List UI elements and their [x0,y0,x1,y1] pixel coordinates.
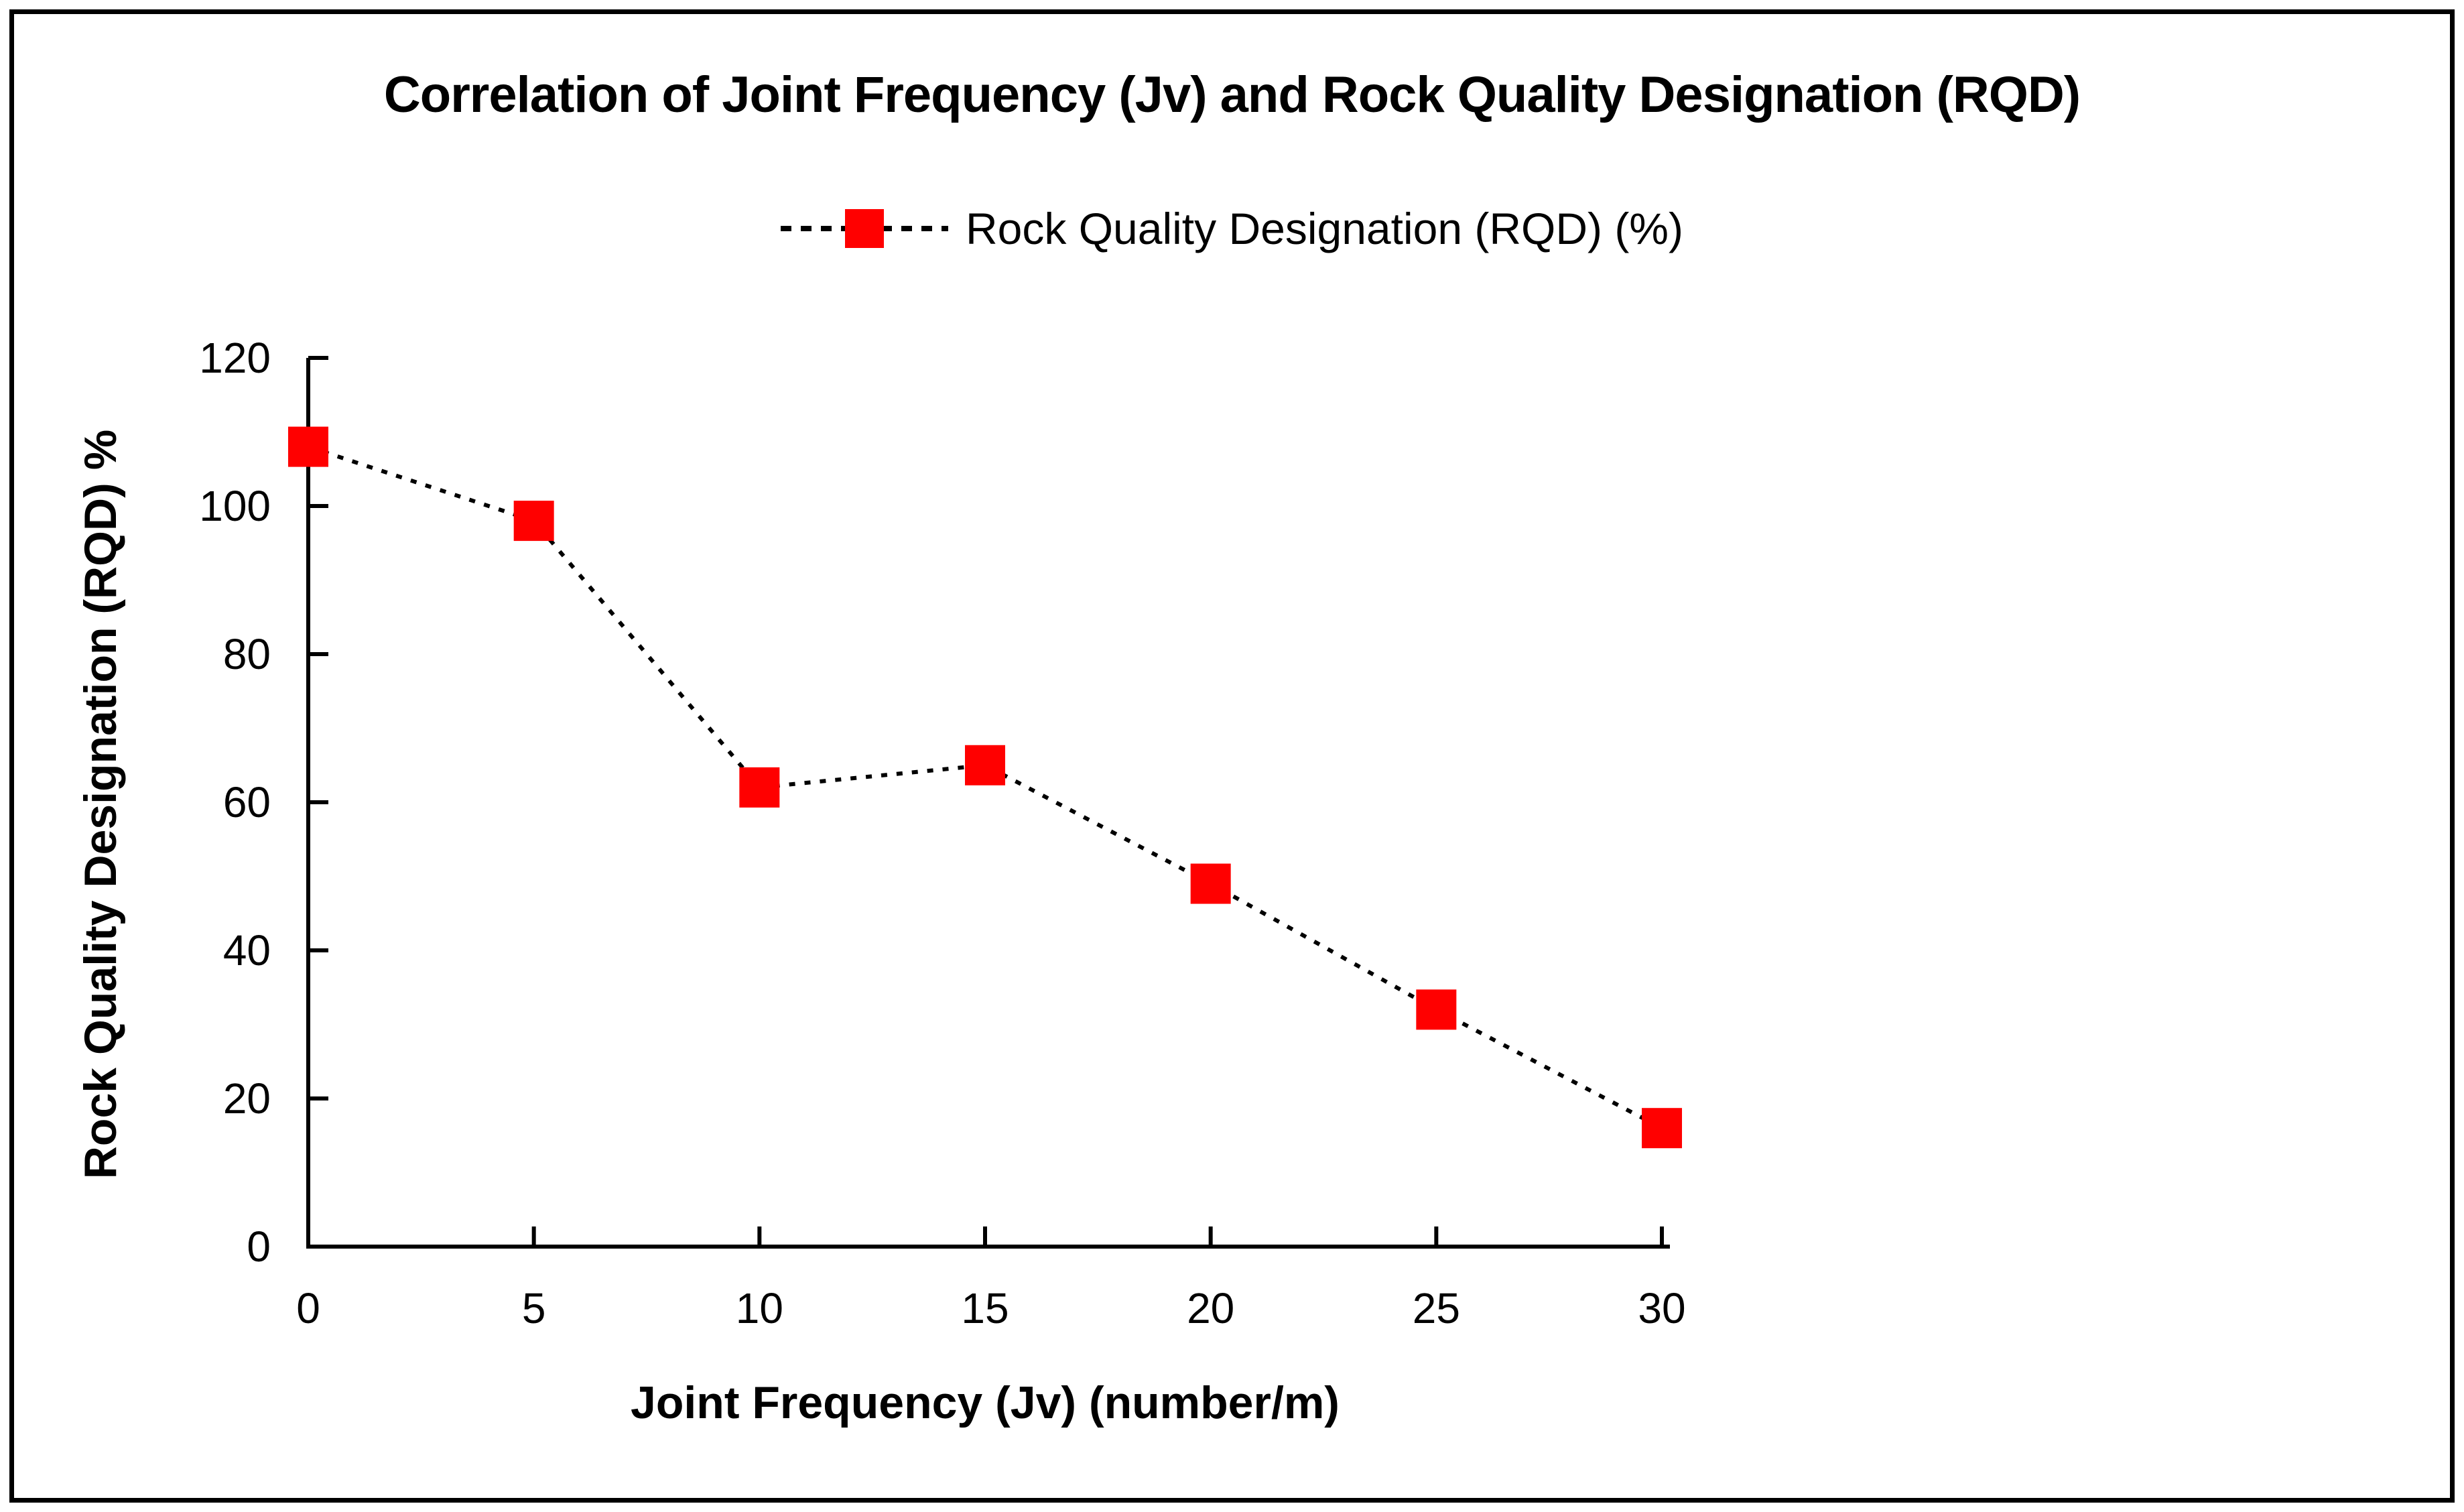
legend-marker-line [781,209,949,248]
x-tick-label: 15 [961,1284,1009,1332]
data-point-marker [1416,989,1457,1030]
y-tick-label: 20 [223,1074,271,1123]
data-point-marker [739,767,780,808]
data-point-marker [513,501,554,542]
chart-title: Correlation of Joint Frequency (Jv) and … [383,66,2081,123]
y-axis-title: Rock Quality Designation (RQD) % [75,429,126,1180]
x-axis-title: Joint Frequency (Jv) (number/m) [631,1377,1340,1428]
data-point-marker [965,745,1005,785]
legend: Rock Quality Designation (RQD) (%) [0,198,2464,259]
y-tick-label: 120 [199,334,271,382]
legend-marker-square-icon [845,209,885,248]
y-tick-label: 40 [223,926,271,974]
y-tick-label: 0 [247,1222,271,1271]
data-point-marker [1642,1108,1682,1149]
x-tick-label: 10 [736,1284,783,1332]
x-tick-label: 30 [1638,1284,1685,1332]
x-tick-label: 25 [1413,1284,1460,1332]
data-point-marker [288,426,328,467]
x-tick-label: 0 [296,1284,320,1332]
x-tick-label: 20 [1187,1284,1234,1332]
x-tick-label: 5 [522,1284,546,1332]
legend-label: Rock Quality Designation (RQD) (%) [966,204,1683,253]
y-tick-label: 60 [223,778,271,826]
y-tick-label: 80 [223,630,271,678]
data-line [308,444,1663,1130]
data-point-marker [1190,863,1231,904]
y-tick-label: 100 [199,482,271,530]
